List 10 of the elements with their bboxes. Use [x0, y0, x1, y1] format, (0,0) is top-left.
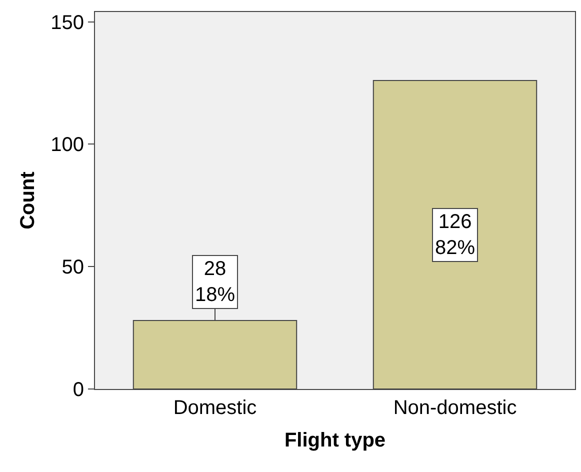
x-axis-title: Flight type: [284, 430, 386, 452]
y-tick-label: 0: [72, 379, 84, 401]
y-tick-label: 100: [50, 134, 84, 156]
data-label: 126 82%: [435, 211, 476, 259]
y-tick-label: 50: [62, 256, 84, 279]
y-tick-label: 150: [50, 12, 84, 34]
y-axis-title: Count: [17, 171, 40, 230]
data-label: 28 18%: [195, 258, 236, 306]
x-tick-label: Non-domestic: [393, 397, 517, 419]
x-tick-label: Domestic: [173, 397, 257, 419]
